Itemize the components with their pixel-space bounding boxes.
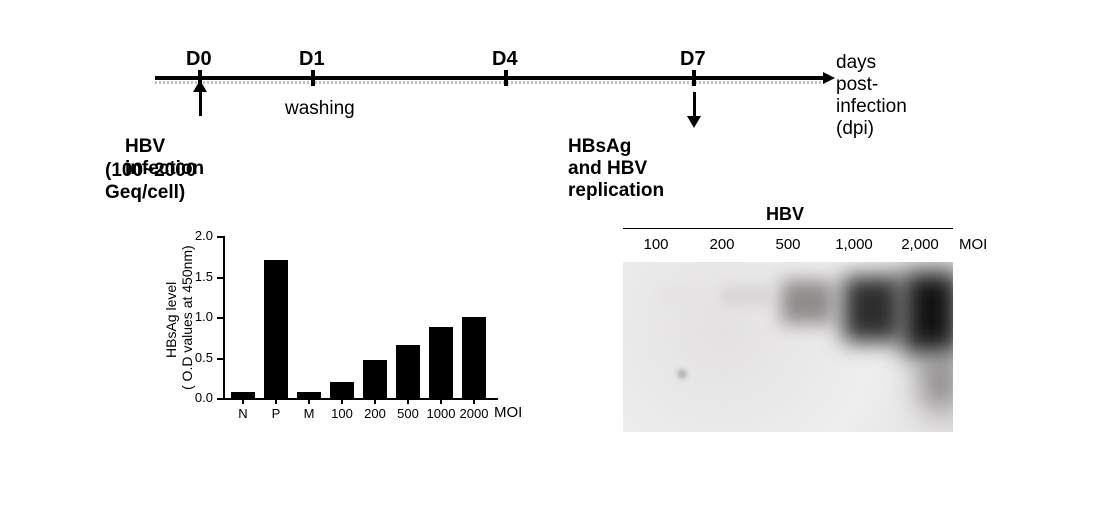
chart-xtick-label: 2000 <box>455 406 493 421</box>
timeline-arrow-up <box>199 90 202 116</box>
timeline-right-label-line1: days <box>836 52 876 74</box>
blot-band <box>781 280 833 324</box>
timeline-arrowhead-up <box>193 80 207 92</box>
blot-band <box>843 276 901 342</box>
timeline-arrowhead-down <box>687 116 701 128</box>
chart-xtick <box>374 398 376 404</box>
chart-ytick <box>217 358 223 360</box>
blot-lane-label: 500 <box>760 236 816 253</box>
chart-xaxis-suffix: MOI <box>494 404 522 421</box>
chart-ytick <box>217 317 223 319</box>
chart-ytick-label: 0.0 <box>183 390 213 405</box>
blot-lane-label: 200 <box>694 236 750 253</box>
timeline-caption: HBsAg and HBV replication <box>568 136 664 202</box>
chart-bar <box>429 327 453 398</box>
timeline-right-label-line2: post-infection (dpi) <box>836 74 907 140</box>
timeline-caption: washing <box>285 98 355 120</box>
chart-bar <box>231 392 255 398</box>
chart-xtick <box>407 398 409 404</box>
timeline-tick <box>311 70 315 86</box>
chart-bar <box>330 382 354 398</box>
timeline-tick <box>504 70 508 86</box>
blot-smudge <box>923 352 953 412</box>
timeline-arrow-down <box>693 92 696 118</box>
chart-ytick-label: 2.0 <box>183 228 213 243</box>
chart-xtick <box>275 398 277 404</box>
blot-lane-label: 2,000 <box>892 236 948 253</box>
chart-bar <box>462 317 486 398</box>
blot-band <box>903 272 953 354</box>
timeline-tick-label: D7 <box>680 48 706 71</box>
chart-xtick <box>308 398 310 404</box>
chart-xtick <box>440 398 442 404</box>
chart-xtick <box>242 398 244 404</box>
chart-ytick <box>217 398 223 400</box>
blot-smudge <box>678 370 686 378</box>
chart-bar <box>363 360 387 398</box>
chart-xtick <box>473 398 475 404</box>
timeline-tick-label: D4 <box>492 48 518 71</box>
chart-xtick <box>341 398 343 404</box>
chart-ytick <box>217 277 223 279</box>
chart-ylabel-line2: ( O.D values at 450nm) <box>179 245 195 390</box>
timeline-tick-label: D0 <box>186 48 212 71</box>
chart-bar <box>264 260 288 398</box>
chart-ytick <box>217 236 223 238</box>
blot-box <box>623 262 953 432</box>
timeline-tick <box>692 70 696 86</box>
chart-bar <box>396 345 420 398</box>
chart-ylabel-line1: HBsAg level <box>163 282 179 358</box>
timeline-dot-band <box>155 81 825 84</box>
chart-y-axis <box>223 236 225 398</box>
blot-lane-label: 1,000 <box>826 236 882 253</box>
timeline-tick-label: D1 <box>299 48 325 71</box>
blot-band <box>661 288 707 304</box>
timeline-arrowhead <box>823 72 835 84</box>
blot-lane-label: 100 <box>628 236 684 253</box>
blot-rule <box>623 228 953 229</box>
timeline-axis <box>155 76 825 80</box>
timeline-caption: (100~2000 Geq/cell) <box>105 160 196 204</box>
blot-title: HBV <box>766 204 804 225</box>
figure-stage: { "timeline": { "x": 155, "y": 38, "widt… <box>0 0 1097 506</box>
blot-band <box>721 286 769 306</box>
chart-bar <box>297 392 321 398</box>
blot-suffix: MOI <box>959 236 987 253</box>
chart-x-axis <box>223 398 498 400</box>
